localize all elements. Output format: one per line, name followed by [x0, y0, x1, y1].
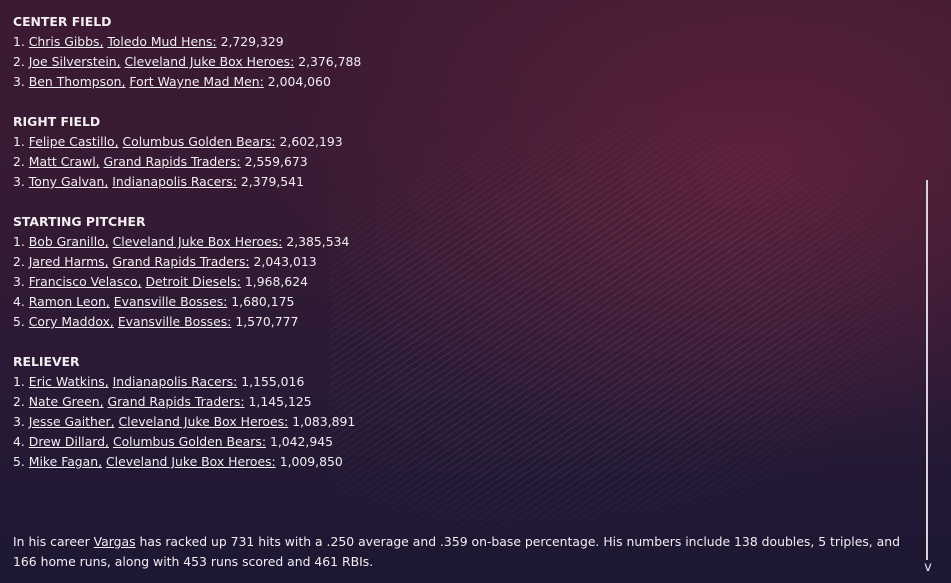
team-link[interactable]: Cleveland Juke Box Heroes:	[106, 454, 276, 469]
player-link[interactable]: Drew Dillard,	[28, 434, 109, 449]
section-center-field: CENTER FIELD 1. Chris Gibbs, Toledo Mud …	[13, 12, 908, 92]
player-link[interactable]: Tony Galvan,	[28, 174, 109, 189]
amount: 1,680,175	[231, 294, 295, 309]
player-link[interactable]: Eric Watkins,	[28, 374, 109, 389]
player-link[interactable]: Chris Gibbs,	[28, 34, 104, 49]
player-link[interactable]: Cory Maddox,	[28, 314, 114, 329]
career-summary: In his career Vargas has racked up 731 h…	[13, 532, 908, 572]
rank: 1.	[13, 374, 25, 389]
rank: 1.	[13, 134, 25, 149]
amount: 2,379,541	[240, 174, 304, 189]
amount: 1,145,125	[248, 394, 312, 409]
list-item: 1. Felipe Castillo, Columbus Golden Bear…	[13, 132, 908, 152]
team-link[interactable]: Columbus Golden Bears:	[112, 434, 266, 449]
list-item: 1. Eric Watkins, Indianapolis Racers: 1,…	[13, 372, 908, 392]
team-link[interactable]: Indianapolis Racers:	[112, 374, 238, 389]
player-link[interactable]: Jesse Gaither,	[28, 414, 115, 429]
player-link[interactable]: Francisco Velasco,	[28, 274, 142, 289]
amount: 2,729,329	[220, 34, 284, 49]
list-item: 2. Nate Green, Grand Rapids Traders: 1,1…	[13, 392, 908, 412]
player-link[interactable]: Vargas	[93, 534, 136, 549]
player-link[interactable]: Ben Thompson,	[28, 74, 126, 89]
section-heading: RELIEVER	[13, 354, 80, 369]
rank: 3.	[13, 174, 25, 189]
list-item: 5. Cory Maddox, Evansville Bosses: 1,570…	[13, 312, 908, 332]
team-link[interactable]: Columbus Golden Bears:	[122, 134, 276, 149]
rank: 5.	[13, 314, 25, 329]
spacer	[13, 332, 908, 352]
player-link[interactable]: Felipe Castillo,	[28, 134, 119, 149]
amount: 2,559,673	[244, 154, 308, 169]
list-item: 4. Ramon Leon, Evansville Bosses: 1,680,…	[13, 292, 908, 312]
section-heading: CENTER FIELD	[13, 14, 112, 29]
team-link[interactable]: Evansville Bosses:	[113, 294, 228, 309]
spacer	[13, 92, 908, 112]
team-link[interactable]: Detroit Diesels:	[145, 274, 241, 289]
section-reliever: RELIEVER 1. Eric Watkins, Indianapolis R…	[13, 352, 908, 472]
rank: 3.	[13, 274, 25, 289]
rank: 3.	[13, 414, 25, 429]
amount: 1,968,624	[244, 274, 308, 289]
news-article-body: CENTER FIELD 1. Chris Gibbs, Toledo Mud …	[13, 12, 908, 472]
player-link[interactable]: Matt Crawl,	[28, 154, 100, 169]
rank: 2.	[13, 394, 25, 409]
list-item: 2. Joe Silverstein, Cleveland Juke Box H…	[13, 52, 908, 72]
amount: 2,043,013	[253, 254, 317, 269]
spacer	[13, 192, 908, 212]
summary-intro: In his career	[13, 534, 94, 549]
rank: 3.	[13, 74, 25, 89]
team-link[interactable]: Evansville Bosses:	[117, 314, 232, 329]
team-link[interactable]: Toledo Mud Hens:	[107, 34, 217, 49]
vertical-scrollbar[interactable]	[926, 180, 928, 560]
list-item: 3. Tony Galvan, Indianapolis Racers: 2,3…	[13, 172, 908, 192]
scroll-down-icon[interactable]: v	[924, 560, 932, 575]
list-item: 5. Mike Fagan, Cleveland Juke Box Heroes…	[13, 452, 908, 472]
section-starting-pitcher: STARTING PITCHER 1. Bob Granillo, Clevel…	[13, 212, 908, 332]
rank: 4.	[13, 294, 25, 309]
section-heading: STARTING PITCHER	[13, 214, 146, 229]
player-link[interactable]: Joe Silverstein,	[28, 54, 121, 69]
team-link[interactable]: Grand Rapids Traders:	[103, 154, 241, 169]
summary-text: has racked up 731 hits with a .250 avera…	[13, 534, 900, 569]
amount: 1,570,777	[235, 314, 299, 329]
list-item: 3. Ben Thompson, Fort Wayne Mad Men: 2,0…	[13, 72, 908, 92]
rank: 2.	[13, 154, 25, 169]
rank: 5.	[13, 454, 25, 469]
list-item: 3. Francisco Velasco, Detroit Diesels: 1…	[13, 272, 908, 292]
team-link[interactable]: Fort Wayne Mad Men:	[129, 74, 264, 89]
amount: 1,042,945	[269, 434, 334, 449]
team-link[interactable]: Grand Rapids Traders:	[107, 394, 245, 409]
amount: 2,376,788	[298, 54, 362, 69]
list-item: 2. Matt Crawl, Grand Rapids Traders: 2,5…	[13, 152, 908, 172]
player-link[interactable]: Jared Harms,	[28, 254, 109, 269]
amount: 1,155,016	[241, 374, 305, 389]
player-link[interactable]: Mike Fagan,	[28, 454, 103, 469]
team-link[interactable]: Indianapolis Racers:	[112, 174, 237, 189]
player-link[interactable]: Bob Granillo,	[28, 234, 109, 249]
rank: 1.	[13, 34, 25, 49]
team-link[interactable]: Cleveland Juke Box Heroes:	[112, 234, 283, 249]
amount: 2,602,193	[279, 134, 343, 149]
team-link[interactable]: Grand Rapids Traders:	[112, 254, 250, 269]
team-link[interactable]: Cleveland Juke Box Heroes:	[124, 54, 295, 69]
rank: 1.	[13, 234, 25, 249]
section-heading: RIGHT FIELD	[13, 114, 101, 129]
list-item: 3. Jesse Gaither, Cleveland Juke Box Her…	[13, 412, 908, 432]
rank: 2.	[13, 254, 25, 269]
list-item: 1. Chris Gibbs, Toledo Mud Hens: 2,729,3…	[13, 32, 908, 52]
amount: 2,385,534	[286, 234, 350, 249]
amount: 1,009,850	[279, 454, 343, 469]
list-item: 2. Jared Harms, Grand Rapids Traders: 2,…	[13, 252, 908, 272]
section-right-field: RIGHT FIELD 1. Felipe Castillo, Columbus…	[13, 112, 908, 192]
list-item: 1. Bob Granillo, Cleveland Juke Box Hero…	[13, 232, 908, 252]
amount: 1,083,891	[292, 414, 356, 429]
amount: 2,004,060	[267, 74, 331, 89]
list-item: 4. Drew Dillard, Columbus Golden Bears: …	[13, 432, 908, 452]
team-link[interactable]: Cleveland Juke Box Heroes:	[118, 414, 289, 429]
rank: 4.	[13, 434, 25, 449]
rank: 2.	[13, 54, 25, 69]
player-link[interactable]: Ramon Leon,	[28, 294, 110, 309]
player-link[interactable]: Nate Green,	[28, 394, 104, 409]
